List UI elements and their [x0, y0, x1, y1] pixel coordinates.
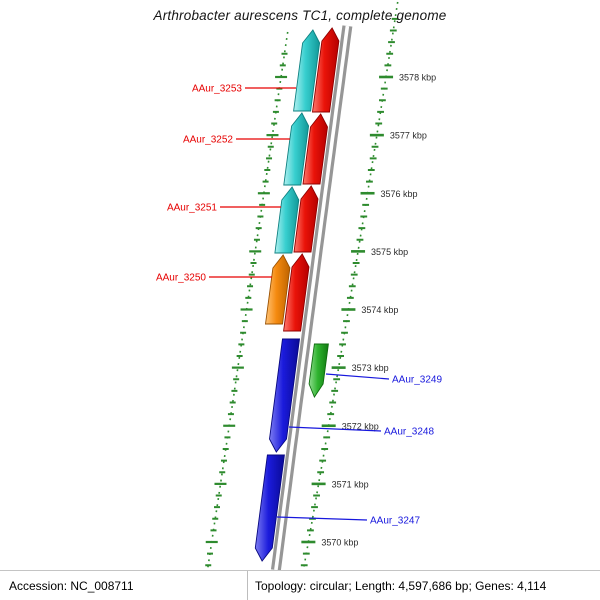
scale-tick-label: 3572 kbp — [342, 421, 379, 431]
gene-label-AAur_3249[interactable]: AAur_3249 — [392, 375, 442, 386]
gene-arrow-AAur_3252[interactable] — [283, 112, 310, 186]
status-bar: Accession: NC_008711 Topology: circular;… — [0, 570, 600, 600]
gene-arrow[interactable] — [302, 113, 328, 185]
scale-tick-label: 3578 kbp — [399, 73, 436, 83]
gene-arrow[interactable] — [283, 253, 310, 332]
gene-label-AAur_3251[interactable]: AAur_3251 — [167, 203, 217, 214]
scale-tick-label: 3570 kbp — [321, 538, 358, 548]
status-summary: Topology: circular; Length: 4,597,686 bp… — [255, 578, 547, 593]
gene-label-AAur_3250[interactable]: AAur_3250 — [156, 273, 206, 284]
gene-arrow-AAur_3248[interactable] — [269, 338, 301, 453]
gene-label-AAur_3248[interactable]: AAur_3248 — [384, 427, 434, 438]
gene-label-AAur_3247[interactable]: AAur_3247 — [370, 516, 420, 527]
status-divider — [247, 570, 248, 600]
scale-tick-label: 3574 kbp — [361, 305, 398, 315]
scale-dotted-line-right — [302, 1, 399, 569]
scale-tick-label: 3571 kbp — [332, 479, 369, 489]
scale-tick-label: 3573 kbp — [352, 363, 389, 373]
gene-arrow-AAur_3247[interactable] — [254, 454, 285, 562]
gene-label-AAur_3253[interactable]: AAur_3253 — [192, 84, 242, 95]
gene-arrow-AAur_3251[interactable] — [293, 185, 319, 253]
gene-leader-AAur_3247 — [276, 516, 368, 521]
gene-arrow-AAur_3250[interactable] — [264, 254, 291, 325]
scale-tick-label: 3575 kbp — [371, 247, 408, 257]
gene-arrow[interactable] — [311, 27, 340, 113]
gene-leader-AAur_3248 — [288, 426, 382, 432]
status-accession: Accession: NC_008711 — [9, 578, 134, 593]
gene-arrow-AAur_3249[interactable] — [308, 343, 329, 398]
scale-dotted-line-left — [207, 31, 289, 569]
scale-tick-label: 3577 kbp — [390, 131, 427, 141]
gene-label-AAur_3252[interactable]: AAur_3252 — [183, 135, 233, 146]
gene-arrow-AAur_3253[interactable] — [293, 29, 321, 112]
scale-tick-label: 3576 kbp — [381, 189, 418, 199]
gene-leader-AAur_3249 — [325, 373, 390, 380]
genome-map[interactable]: 3578 kbp 3577 kbp 3576 kbp 3575 kbp 3574 kbp… — [0, 0, 600, 570]
genome-title: Arthrobacter aurescens TC1, complete gen… — [153, 8, 447, 23]
gene-arrow[interactable] — [274, 186, 300, 254]
backbone-track-gap — [274, 25, 350, 570]
